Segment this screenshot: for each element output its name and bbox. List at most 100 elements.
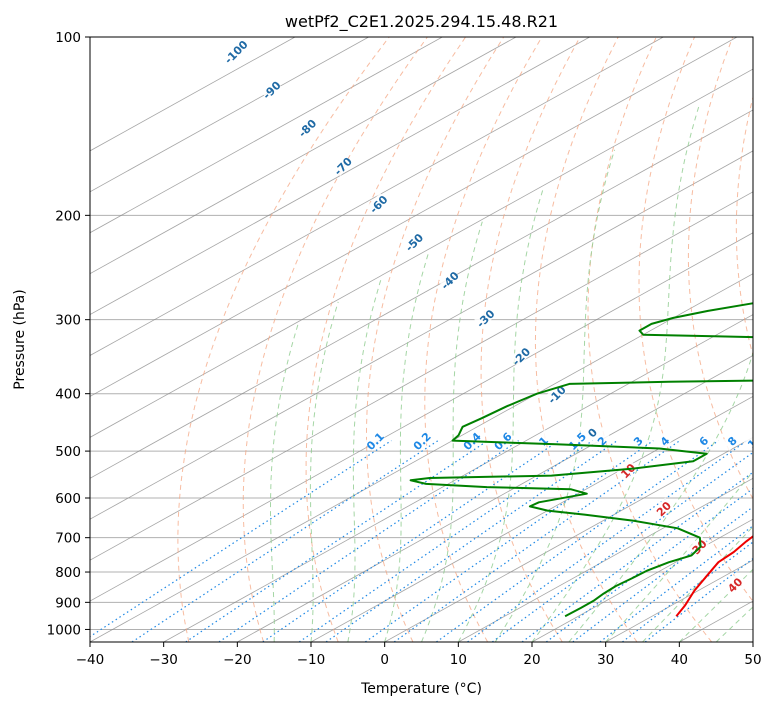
isoline-label-bg <box>363 429 386 452</box>
isotherm-line <box>752 641 753 642</box>
isoline-label-bg <box>438 269 460 291</box>
isoline-label-bg <box>688 535 710 557</box>
x-tick-label: 0 <box>380 652 389 668</box>
mixing-ratio-line <box>393 440 681 642</box>
plot-frame <box>89 36 754 643</box>
isoline-label-bg <box>532 429 554 452</box>
isotherm-line <box>163 314 753 642</box>
isoline-label-bg <box>331 154 353 177</box>
dry-adiabat-line <box>305 37 467 642</box>
isoline-label-bg <box>771 430 775 451</box>
isoline-label-bg <box>652 497 674 519</box>
y-tick-label: 600 <box>55 491 81 507</box>
isotherms <box>90 37 753 642</box>
dry-adiabat-label: -80 <box>296 117 319 140</box>
dry-adiabat-line <box>366 37 505 642</box>
mixing-ratio-line <box>262 440 560 642</box>
isotherm-line <box>605 559 753 642</box>
dry-adiabat-line <box>424 37 543 642</box>
isotherm-line <box>90 37 664 356</box>
y-tick-label: 1000 <box>47 622 81 638</box>
isoline-label-bg <box>491 429 513 452</box>
mixing-ratio-line <box>436 440 719 642</box>
mixing-ratio-line <box>218 440 519 642</box>
pressure-grid <box>90 37 753 630</box>
profile-series <box>409 302 753 618</box>
dry-adiabat-label: -30 <box>474 307 497 330</box>
isotherm-line <box>90 232 753 602</box>
moist-adiabat-line <box>568 351 753 642</box>
isotherm-line <box>458 477 753 642</box>
moist-adiabat-line <box>309 301 339 642</box>
dry-adiabat-label: -40 <box>439 269 462 292</box>
isoline-label-bg <box>367 192 389 215</box>
dry-adiabat-line <box>687 37 753 500</box>
dry-adiabat-line <box>735 95 753 358</box>
isotherm-line <box>90 150 753 520</box>
dry-adiabat-line <box>534 37 638 642</box>
mixing-ratio-line <box>572 506 753 642</box>
isotherm-line <box>90 37 369 193</box>
x-tick-label: 20 <box>523 652 540 668</box>
y-tick-label: 900 <box>55 595 81 611</box>
isoline-label-bg <box>692 429 714 452</box>
mixing-ratio-line <box>90 440 392 638</box>
isotherm-line <box>237 355 753 642</box>
isotherm-line <box>90 109 753 479</box>
isoline-label-bg <box>723 573 745 595</box>
moist-adiabat-line <box>494 149 616 642</box>
isoline-label-bg <box>581 421 603 443</box>
isoline-label-bg <box>509 345 532 367</box>
moist-adiabat-line <box>715 606 753 642</box>
mixing-ratio-label: 0.2 <box>411 430 434 453</box>
mixing-ratio-line <box>644 557 753 642</box>
moist-adiabat-line <box>270 323 299 642</box>
isotherm-line <box>531 518 753 642</box>
x-tick-label: −30 <box>149 652 178 668</box>
isoline-label-bg <box>720 429 743 452</box>
y-tick-label: 200 <box>55 208 81 224</box>
isoline-label-bg <box>295 116 318 139</box>
isotherm-line <box>384 436 753 642</box>
x-tick-label: −10 <box>297 652 326 668</box>
x-tick-label: −40 <box>76 652 105 668</box>
moist-adiabat-line <box>457 188 544 642</box>
isotherm-line <box>90 37 443 234</box>
isoline-label-bg <box>653 429 675 452</box>
x-tick-label: 10 <box>450 652 467 668</box>
dry-adiabat-line <box>242 37 428 642</box>
dry-adiabat-label: 20 <box>654 499 674 519</box>
isotherm-line <box>90 191 753 561</box>
moist-adiabat-line <box>421 221 483 642</box>
y-tick-label: 700 <box>55 531 81 547</box>
y-axis-label: Pressure (hPa) <box>12 289 28 389</box>
isoline-label-bg <box>474 307 496 329</box>
mixing-ratio-label: 10 <box>745 431 765 451</box>
dry-adiabat-label: -100 <box>222 38 251 67</box>
mixing-ratio-line <box>491 451 753 642</box>
mixing-ratio-line <box>298 440 593 642</box>
dry-adiabat-label: -90 <box>260 79 283 102</box>
mixing-ratio-label: 0.1 <box>364 430 387 453</box>
isotherm-line <box>90 37 590 316</box>
dry-adiabat-label: -70 <box>332 155 355 178</box>
isoline-label-bg <box>743 429 753 452</box>
dry-adiabat-label: -60 <box>367 193 390 216</box>
isoline-label-bg <box>626 429 649 452</box>
dry-adiabat-label: -50 <box>403 231 426 254</box>
dry-adiabat-label: 10 <box>618 461 638 481</box>
x-tick-label: 30 <box>597 652 614 668</box>
x-axis-ticks: −40 −30 −20 −10 0 10 20 30 40 50 <box>76 642 762 668</box>
dry-adiabat-line <box>638 37 753 603</box>
dry-adiabat-line <box>480 37 581 642</box>
isotherm-line <box>90 37 738 397</box>
dry-adiabats <box>177 37 753 642</box>
x-axis-label: Temperature (°C) <box>360 681 482 697</box>
y-tick-label: 100 <box>55 30 81 46</box>
dry-adiabat-line <box>587 37 713 642</box>
isotherm-line <box>90 37 517 275</box>
y-tick-label: 800 <box>55 565 81 581</box>
mixing-ratio-line <box>185 440 489 642</box>
y-tick-label: 400 <box>55 387 81 403</box>
